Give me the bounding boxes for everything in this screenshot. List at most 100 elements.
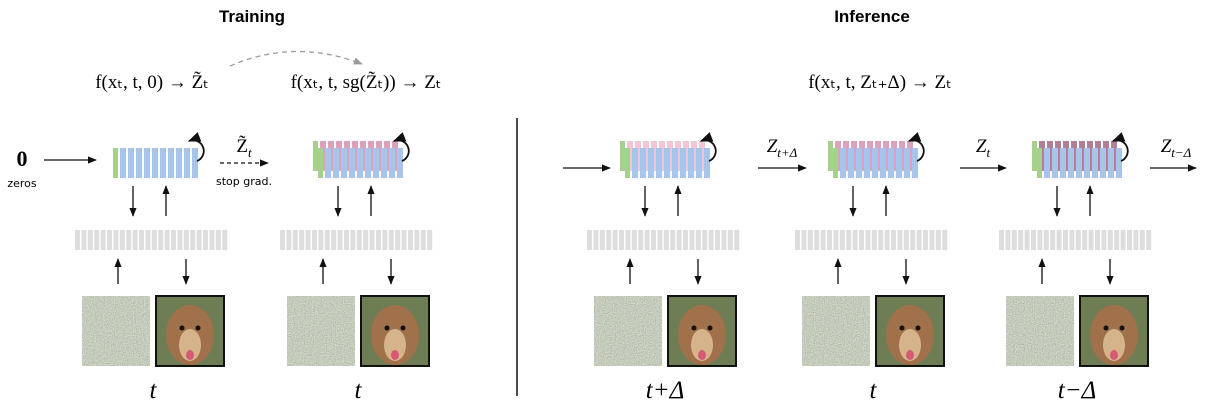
patch-token: [878, 230, 883, 250]
token: [1108, 148, 1114, 178]
patch-token: [357, 230, 362, 250]
patch-token: [209, 230, 214, 250]
patch-token: [113, 230, 118, 250]
patch-token: [350, 230, 355, 250]
patch-token: [414, 230, 419, 250]
patch-token: [139, 230, 144, 250]
token: [1037, 148, 1042, 178]
token: [152, 148, 158, 178]
patch-token: [1025, 230, 1030, 250]
patch-token: [702, 230, 707, 250]
clean-image: [668, 296, 736, 366]
clean-image: [361, 296, 429, 366]
clean-image: [1080, 296, 1148, 366]
patch-token: [338, 230, 343, 250]
transfer-symbol: Z̃t: [236, 134, 252, 160]
patch-token: [1095, 230, 1100, 250]
noisy-image: [594, 296, 662, 366]
patch-token: [306, 230, 311, 250]
dog: [900, 326, 905, 331]
token: [872, 148, 878, 178]
dog: [692, 326, 697, 331]
token: [349, 148, 355, 178]
patch-token: [75, 230, 80, 250]
patch-token: [696, 230, 701, 250]
patch-token: [197, 230, 202, 250]
patch-token: [389, 230, 394, 250]
patch-token: [677, 230, 682, 250]
token: [144, 148, 150, 178]
patch-token: [1018, 230, 1023, 250]
patch-token: [382, 230, 387, 250]
patch-token: [904, 230, 909, 250]
patch-token: [1012, 230, 1017, 250]
token: [833, 148, 838, 178]
patch-token: [587, 230, 592, 250]
token: [192, 148, 198, 178]
output-symbol: Zt: [976, 136, 991, 160]
symbol-base: Z: [767, 136, 778, 157]
dog: [906, 350, 914, 360]
patch-token: [689, 230, 694, 250]
patch-token: [133, 230, 138, 250]
reuse-arrow: [230, 51, 362, 66]
formula: f(xₜ, t, 0) → Z̃ₜ: [95, 70, 209, 93]
patch-token: [891, 230, 896, 250]
patch-token: [145, 230, 150, 250]
patch-token: [885, 230, 890, 250]
token: [656, 148, 662, 178]
patch-token: [645, 230, 650, 250]
diagram: Training Inference f(xₜ, t, 0) → Z̃ₜ f(x…: [0, 0, 1206, 405]
patch-token: [846, 230, 851, 250]
token: [688, 148, 694, 178]
patch-token: [625, 230, 630, 250]
patch-token: [897, 230, 902, 250]
patch-token: [853, 230, 858, 250]
patch-token: [395, 230, 400, 250]
formula: f(xₜ, t, Zₜ₊Δ) → Zₜ: [808, 72, 952, 93]
token: [704, 148, 710, 178]
token: [620, 141, 625, 171]
patch-token: [872, 230, 877, 250]
token: [648, 148, 654, 178]
patch-token: [216, 230, 221, 250]
token: [389, 148, 395, 178]
patch-token: [638, 230, 643, 250]
token: [318, 148, 323, 178]
patch-token: [814, 230, 819, 250]
token: [333, 148, 339, 178]
section-title: Inference: [834, 7, 910, 26]
patch-token: [126, 230, 131, 250]
token: [1092, 148, 1098, 178]
patch-token: [370, 230, 375, 250]
patch-token: [325, 230, 330, 250]
patch-token: [734, 230, 739, 250]
token: [672, 148, 678, 178]
dog: [1110, 350, 1118, 360]
patch-token: [344, 230, 349, 250]
patch-token: [427, 230, 432, 250]
token: [1032, 141, 1037, 171]
patch-token: [171, 230, 176, 250]
dog: [391, 350, 399, 360]
patch-token: [593, 230, 598, 250]
dog: [916, 326, 921, 331]
token: [1100, 148, 1106, 178]
token: [381, 148, 387, 178]
dog: [180, 326, 185, 331]
patch-token: [1108, 230, 1113, 250]
patch-token: [1101, 230, 1106, 250]
patch-token: [293, 230, 298, 250]
time-label: t+Δ: [646, 377, 685, 404]
token: [128, 148, 134, 178]
noisy-image: [802, 296, 870, 366]
token: [1044, 148, 1050, 178]
patch-token: [1005, 230, 1010, 250]
token: [1116, 148, 1122, 178]
patch-token: [158, 230, 163, 250]
patch-token: [331, 230, 336, 250]
patch-token: [318, 230, 323, 250]
noisy-image: [82, 296, 150, 366]
patch-token: [1114, 230, 1119, 250]
patch-token: [657, 230, 662, 250]
